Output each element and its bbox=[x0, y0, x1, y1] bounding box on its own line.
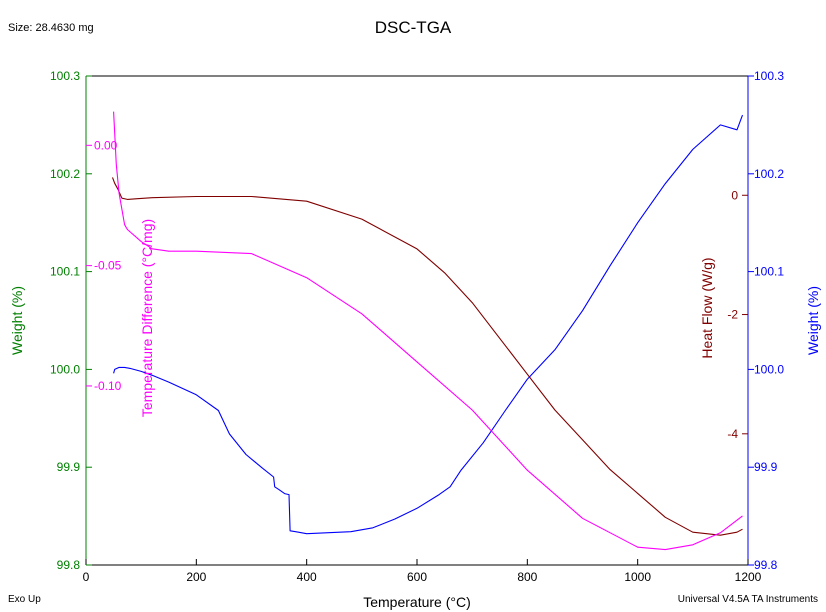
temp-diff-tick-label: -0.10 bbox=[94, 379, 122, 393]
heat-flow-tick-label: -2 bbox=[727, 308, 738, 322]
left-weight-tick-label: 100.0 bbox=[50, 362, 80, 376]
x-tick-label: 600 bbox=[407, 570, 427, 584]
software-label: Universal V4.5A TA Instruments bbox=[677, 594, 818, 605]
heat-flow-series-line bbox=[111, 177, 743, 536]
x-tick-label: 200 bbox=[186, 570, 206, 584]
left-weight-tick-label: 99.8 bbox=[57, 558, 81, 572]
heat-flow-tick-label: -4 bbox=[727, 427, 738, 441]
right-weight-tick-label: 100.3 bbox=[754, 69, 784, 83]
axes-layer: 0 200 400 600 800 1000 1200 Temperature (°C) 99.… bbox=[9, 69, 821, 610]
chart-title: DSC-TGA bbox=[374, 18, 452, 37]
right-weight-tick-label: 99.9 bbox=[754, 460, 778, 474]
weight-series-line bbox=[113, 114, 744, 535]
x-tick-label: 800 bbox=[517, 570, 537, 584]
temp-diff-tick-label: -0.05 bbox=[94, 259, 122, 273]
x-tick-label: 0 bbox=[83, 570, 90, 584]
left-weight-tick-label: 100.2 bbox=[50, 167, 80, 181]
temp-diff-tick-label: 0.00 bbox=[94, 138, 118, 152]
x-tick-label: 1200 bbox=[735, 570, 762, 584]
right-weight-axis-title: Weight (%) bbox=[805, 286, 821, 355]
temp-diff-axis-title: Temperature Difference (°C/mg) bbox=[139, 219, 155, 417]
right-weight-tick-label: 99.8 bbox=[754, 558, 778, 572]
x-axis-title: Temperature (°C) bbox=[363, 594, 471, 610]
right-weight-tick-label: 100.2 bbox=[754, 167, 784, 181]
left-weight-axis-title: Weight (%) bbox=[9, 286, 25, 355]
right-weight-tick-label: 100.0 bbox=[754, 362, 784, 376]
temp-diff-series-line bbox=[113, 111, 743, 551]
series-layer bbox=[111, 111, 744, 551]
left-weight-tick-label: 100.1 bbox=[50, 265, 80, 279]
right-weight-tick-label: 100.1 bbox=[754, 265, 784, 279]
x-tick-label: 1000 bbox=[624, 570, 651, 584]
exo-up-label: Exo Up bbox=[8, 594, 41, 605]
x-tick-label: 400 bbox=[297, 570, 317, 584]
left-weight-tick-label: 99.9 bbox=[57, 460, 81, 474]
heat-flow-axis-title: Heat Flow (W/g) bbox=[699, 257, 715, 358]
left-weight-tick-label: 100.3 bbox=[50, 69, 80, 83]
sample-size-label: Size: 28.4630 mg bbox=[8, 22, 94, 34]
heat-flow-tick-label: 0 bbox=[731, 188, 738, 202]
